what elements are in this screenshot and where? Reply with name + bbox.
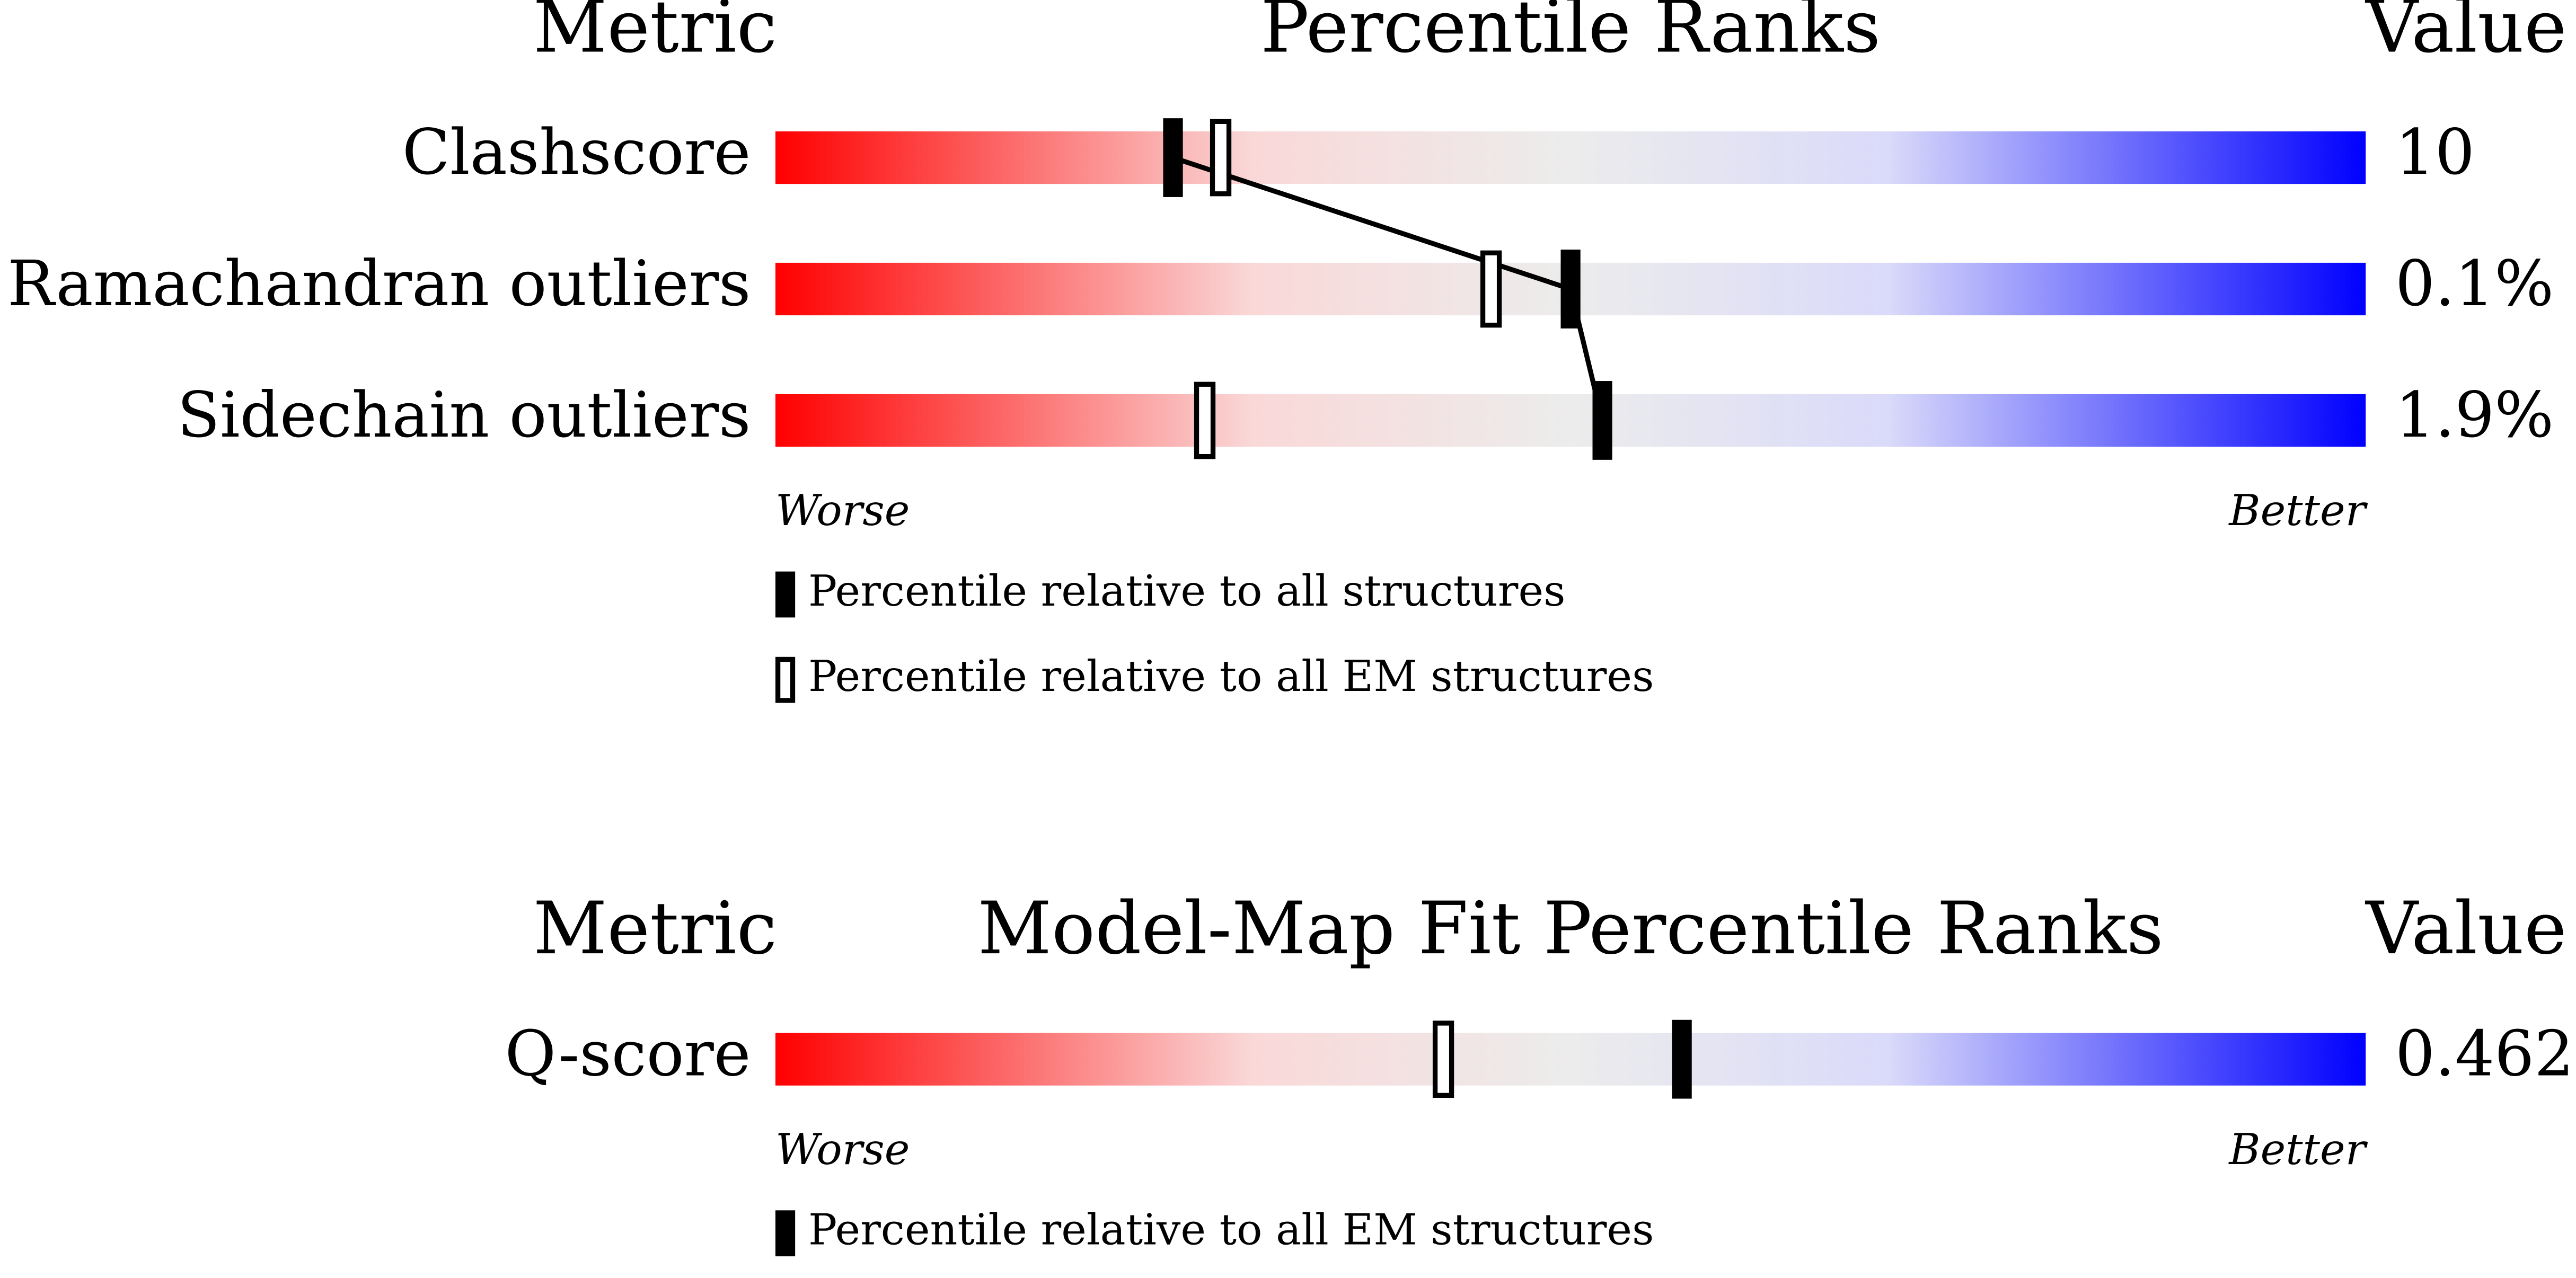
percentile-marker-open — [1210, 119, 1232, 197]
chart-title: Percentile Ranks — [1260, 0, 1881, 69]
percentile-marker — [1672, 1019, 1692, 1099]
better-label: Better — [2228, 1125, 2368, 1175]
metric-value: 10 — [2395, 116, 2475, 189]
metric-header: Metric — [533, 0, 777, 69]
percentile-marker-open — [1194, 381, 1216, 459]
slider-bar — [775, 1033, 2366, 1086]
legend-label: Percentile relative to all EM structures — [808, 1205, 1654, 1255]
percentile-marker — [1592, 381, 1612, 460]
legend-marker-open — [775, 656, 796, 703]
legend-marker — [775, 1210, 796, 1257]
metric-value: 1.9% — [2395, 379, 2554, 451]
worse-label: Worse — [775, 486, 910, 536]
percentile-marker-open — [1432, 1020, 1454, 1098]
metric-value: 0.1% — [2395, 247, 2554, 320]
percentile-marker-open — [1480, 250, 1502, 328]
slider-bar — [775, 131, 2366, 184]
metric-value: 0.462 — [2395, 1018, 2574, 1090]
slider-bar — [775, 394, 2366, 447]
legend-marker — [775, 571, 796, 618]
metric-header: Metric — [533, 886, 777, 971]
metric-label: Sidechain outliers — [177, 379, 751, 451]
legend-label: Percentile relative to all EM structures — [808, 652, 1654, 702]
percentile-marker — [1163, 118, 1183, 197]
metric-label: Clashscore — [402, 116, 751, 189]
value-header: Value — [2365, 0, 2566, 69]
legend-label: Percentile relative to all structures — [808, 566, 1566, 616]
value-header: Value — [2365, 886, 2566, 971]
chart-title: Model-Map Fit Percentile Ranks — [977, 886, 2163, 971]
better-label: Better — [2228, 486, 2368, 536]
metric-label: Ramachandran outliers — [7, 247, 751, 320]
metric-label: Q-score — [505, 1018, 751, 1090]
worse-label: Worse — [775, 1125, 910, 1175]
percentile-marker — [1560, 250, 1581, 329]
